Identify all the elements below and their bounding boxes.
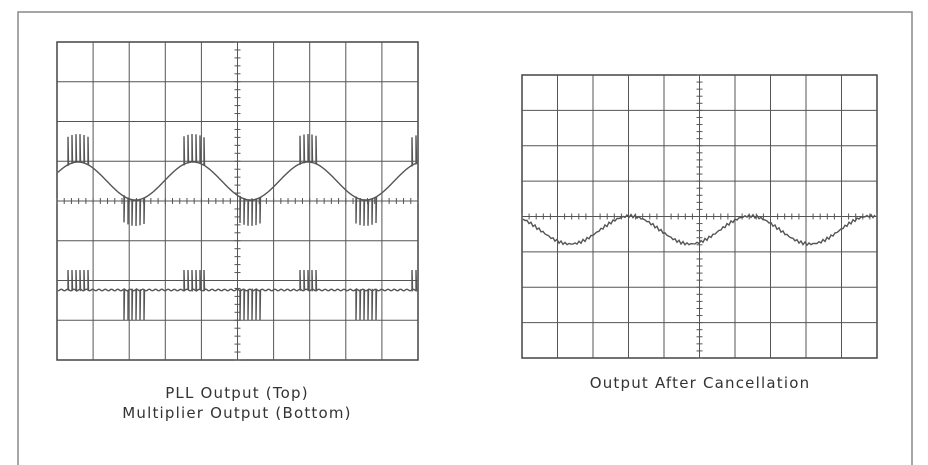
caption: PLL Output (Top): [165, 384, 309, 402]
frame: [18, 12, 912, 465]
caption: Multiplier Output (Bottom): [122, 404, 351, 422]
figure: PLL Output (Top) Multiplier Output (Bott…: [0, 0, 928, 465]
scopes: [57, 42, 877, 360]
caption: Output After Cancellation: [590, 374, 811, 392]
